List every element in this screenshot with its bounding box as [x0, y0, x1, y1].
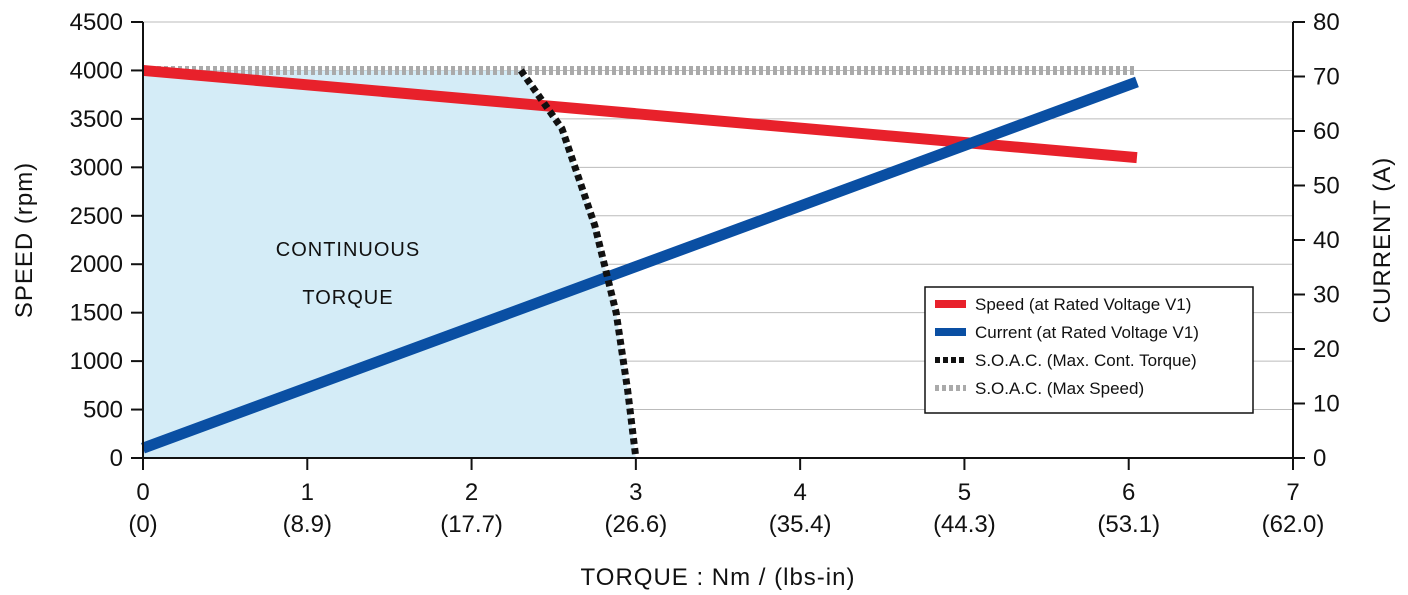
y-left-tick-label: 1000 — [70, 348, 123, 375]
region-label-line: CONTINUOUS — [276, 239, 420, 261]
x-tick-label: 0 — [136, 479, 149, 506]
current-line — [141, 76, 1139, 454]
y-right-tick-label: 60 — [1313, 118, 1340, 145]
y-right-tick-label: 0 — [1313, 445, 1326, 472]
y-right-axis-title: CURRENT (A) — [1369, 157, 1396, 324]
continuous-torque-label: CONTINUOUS TORQUE — [276, 239, 420, 309]
y-left-tick-label: 2000 — [70, 251, 123, 278]
x-tick-label: 2 — [465, 479, 478, 506]
series-lines — [141, 64, 1139, 459]
y-right-tick-label: 40 — [1313, 227, 1340, 254]
region-label-line: TORQUE — [302, 287, 393, 309]
y-left-tick-label: 0 — [110, 445, 123, 472]
y-left-tick-label: 500 — [83, 397, 123, 424]
y-left-tick-label: 1500 — [70, 300, 123, 327]
legend-label: S.O.A.C. (Max Speed) — [975, 379, 1144, 398]
legend-label: Current (at Rated Voltage V1) — [975, 323, 1199, 342]
y-right-tick-label: 70 — [1313, 64, 1340, 91]
legend-box — [924, 286, 1254, 414]
y-left-tick-label: 4500 — [70, 9, 123, 36]
legend-label: S.O.A.C. (Max. Cont. Torque) — [975, 351, 1197, 370]
x-tick-label-secondary: (53.1) — [1097, 511, 1160, 538]
x-tick-label: 3 — [629, 479, 642, 506]
x-tick-label-secondary: (0) — [128, 511, 157, 538]
tick-labels: 0500100015002000250030003500400045000102… — [70, 9, 1340, 538]
y-right-tick-label: 50 — [1313, 173, 1340, 200]
x-tick-label-secondary: (17.7) — [440, 511, 503, 538]
x-tick-label-secondary: (62.0) — [1262, 511, 1325, 538]
legend-label: Speed (at Rated Voltage V1) — [975, 295, 1191, 314]
y-left-tick-label: 3500 — [70, 106, 123, 133]
y-right-tick-label: 10 — [1313, 391, 1340, 418]
continuous-torque-region — [143, 70, 636, 458]
y-left-tick-label: 4000 — [70, 57, 123, 84]
y-right-tick-label: 20 — [1313, 336, 1340, 363]
x-tick-label-secondary: (44.3) — [933, 511, 996, 538]
x-axis-title: TORQUE : Nm / (lbs-in) — [581, 564, 856, 591]
y-right-tick-label: 30 — [1313, 282, 1340, 309]
x-tick-label: 7 — [1286, 479, 1299, 506]
y-right-tick-label: 80 — [1313, 9, 1340, 36]
x-tick-label-secondary: (35.4) — [769, 511, 832, 538]
axes — [131, 21, 1305, 470]
y-left-tick-label: 2500 — [70, 203, 123, 230]
y-left-axis-title: SPEED (rpm) — [11, 162, 38, 318]
legend: Speed (at Rated Voltage V1) Current (at R… — [924, 286, 1254, 414]
x-tick-label: 6 — [1122, 479, 1135, 506]
x-tick-label-secondary: (26.6) — [605, 511, 668, 538]
x-tick-label: 5 — [958, 479, 971, 506]
x-tick-label-secondary: (8.9) — [283, 511, 332, 538]
y-left-tick-label: 3000 — [70, 154, 123, 181]
x-tick-label: 4 — [793, 479, 806, 506]
soac-max-cont-torque-line — [517, 68, 640, 459]
x-tick-label: 1 — [301, 479, 314, 506]
